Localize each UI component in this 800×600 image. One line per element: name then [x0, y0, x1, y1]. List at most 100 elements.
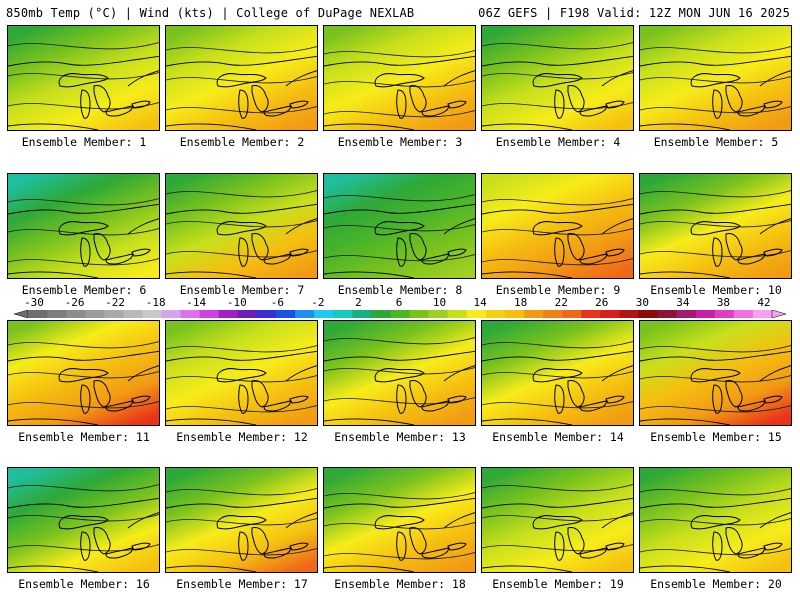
- temperature-field-map: [324, 468, 475, 572]
- ensemble-member-label: Ensemble Member: 20: [650, 577, 782, 591]
- colorbar-swatch: [695, 310, 716, 318]
- coastline: [166, 55, 317, 130]
- great-lakes-outline: [58, 368, 151, 414]
- coastline: [640, 497, 791, 572]
- colorbar-swatch: [295, 310, 315, 318]
- great-lakes-outline: [374, 515, 467, 561]
- temperature-field-map: [640, 468, 791, 572]
- ensemble-member-label: Ensemble Member: 12: [176, 430, 308, 444]
- colorbar-swatch: [714, 310, 735, 318]
- colorbar-swatch: [199, 310, 220, 318]
- great-lakes-outline: [216, 368, 309, 414]
- coastline: [324, 350, 475, 425]
- ensemble-member-label: Ensemble Member: 1: [21, 135, 147, 149]
- colorbar-swatch: [466, 310, 487, 318]
- colorbar-strip: [14, 310, 786, 318]
- colorbar-swatch: [180, 310, 201, 318]
- colorbar-tick-label: 18: [514, 296, 528, 309]
- colorbar-swatch: [123, 310, 143, 318]
- colorbar-swatch: [352, 310, 372, 318]
- coastline: [8, 55, 159, 130]
- temperature-field-map: [166, 468, 317, 572]
- temperature-field-map: [640, 174, 791, 278]
- colorbar-tick-label: 34: [676, 296, 690, 309]
- colorbar-tick-label: 38: [716, 296, 731, 309]
- temperature-field-map: [8, 26, 159, 130]
- colorbar-swatch: [752, 310, 773, 318]
- colorbar-swatch: [428, 310, 449, 318]
- ensemble-member-panel: [323, 320, 476, 426]
- colorbar-swatch: [409, 310, 430, 318]
- ensemble-member-panel: [481, 320, 634, 426]
- colorbar-tick-label: 6: [395, 296, 403, 309]
- colorbar-swatch: [104, 310, 124, 318]
- coastline: [324, 55, 475, 130]
- colorbar-tick-label: 10: [432, 296, 447, 309]
- ensemble-member-panel: [165, 467, 318, 573]
- coastline: [640, 350, 791, 425]
- colorbar-swatch: [657, 310, 678, 318]
- coastline: [166, 203, 317, 278]
- colorbar-swatch: [524, 310, 544, 318]
- colorbar-swatch: [256, 310, 277, 318]
- colorbar-swatch: [543, 310, 563, 318]
- colorbar-swatch: [237, 310, 258, 318]
- ensemble-member-panel: [323, 467, 476, 573]
- temperature-field-map: [8, 321, 159, 425]
- temperature-field-map: [482, 174, 633, 278]
- coastline: [482, 55, 633, 130]
- coastline: [482, 497, 633, 572]
- ensemble-member-panel: [323, 25, 476, 131]
- colorbar-swatch: [142, 310, 163, 318]
- colorbar-swatch: [333, 310, 353, 318]
- great-lakes-outline: [532, 515, 625, 561]
- great-lakes-outline: [58, 73, 151, 119]
- ensemble-member-label: Ensemble Member: 8: [337, 283, 463, 297]
- ensemble-member-panel: [639, 320, 792, 426]
- temperature-field-map: [8, 468, 159, 572]
- temperature-field-map: [324, 321, 475, 425]
- ensemble-member-label: Ensemble Member: 17: [176, 577, 308, 591]
- great-lakes-outline: [58, 221, 151, 267]
- ensemble-member-panel: [7, 320, 160, 426]
- great-lakes-outline: [690, 73, 783, 119]
- ensemble-member-panel: [323, 173, 476, 279]
- temperature-field-map: [324, 26, 475, 130]
- coastline: [8, 497, 159, 572]
- ensemble-member-label: Ensemble Member: 3: [337, 135, 463, 149]
- coastline: [640, 203, 791, 278]
- colorbar-swatch: [390, 310, 411, 318]
- colorbar-swatch: [85, 310, 105, 318]
- colorbar-swatch: [314, 310, 334, 318]
- great-lakes-outline: [216, 73, 309, 119]
- great-lakes-outline: [690, 221, 783, 267]
- coastline: [324, 497, 475, 572]
- coastline: [324, 203, 475, 278]
- ensemble-member-label: Ensemble Member: 15: [650, 430, 782, 444]
- ensemble-member-panel: [481, 25, 634, 131]
- colorbar-swatch: [447, 310, 468, 318]
- colorbar-tick-label: 14: [473, 296, 487, 309]
- ensemble-member-panel: [639, 173, 792, 279]
- great-lakes-outline: [216, 221, 309, 267]
- ensemble-member-label: Ensemble Member: 16: [18, 577, 150, 591]
- colorbar-tick-label: -6: [270, 296, 284, 309]
- ensemble-member-label: Ensemble Member: 7: [179, 283, 305, 297]
- colorbar-tick-label: -18: [145, 296, 166, 309]
- ensemble-member-panel: [481, 173, 634, 279]
- temperature-field-map: [640, 26, 791, 130]
- ensemble-member-label: Ensemble Member: 14: [492, 430, 624, 444]
- temperature-field-map: [166, 321, 317, 425]
- ensemble-member-label: Ensemble Member: 18: [334, 577, 466, 591]
- colorbar-tick-label: -10: [226, 296, 247, 309]
- colorbar-swatch: [638, 310, 659, 318]
- ensemble-member-label: Ensemble Member: 5: [653, 135, 779, 149]
- coastline: [8, 203, 159, 278]
- colorbar-swatch: [66, 310, 86, 318]
- colorbar-tick-label: -26: [64, 296, 85, 309]
- colorbar-swatch: [47, 310, 67, 318]
- colorbar-tick-label: 22: [554, 296, 568, 309]
- colorbar-swatch: [600, 310, 620, 318]
- temperature-field-map: [640, 321, 791, 425]
- colorbar-swatch: [161, 310, 182, 318]
